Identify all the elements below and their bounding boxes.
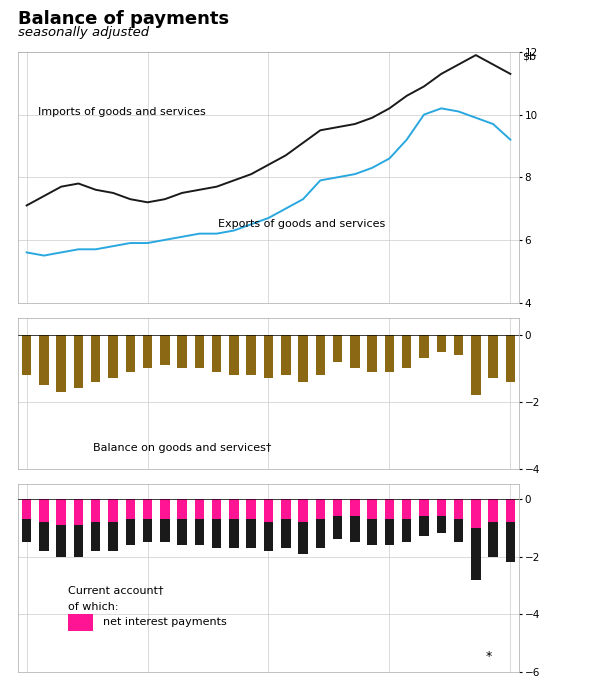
Bar — [39, 499, 49, 522]
Bar — [281, 499, 290, 519]
Bar — [385, 335, 394, 371]
Bar — [454, 335, 463, 355]
Bar — [488, 522, 498, 556]
Bar — [506, 335, 515, 382]
Bar — [471, 527, 481, 579]
Bar — [39, 522, 49, 551]
Bar — [125, 499, 135, 519]
Bar — [264, 522, 273, 551]
Bar — [91, 499, 100, 522]
Bar — [125, 519, 135, 545]
Bar — [350, 499, 359, 516]
Bar — [298, 335, 308, 382]
Bar — [178, 499, 187, 519]
Bar — [143, 499, 152, 519]
Bar — [281, 519, 290, 548]
Bar — [212, 499, 221, 519]
Bar — [471, 499, 481, 527]
Bar — [39, 335, 49, 385]
Bar — [402, 519, 412, 542]
Bar — [437, 516, 446, 534]
Bar — [91, 522, 100, 551]
Bar — [229, 499, 239, 519]
Text: *: * — [486, 650, 492, 663]
Text: Balance on goods and services†: Balance on goods and services† — [93, 443, 272, 453]
Bar — [247, 335, 256, 375]
Bar — [178, 519, 187, 545]
Text: Current account†: Current account† — [68, 586, 164, 595]
Bar — [160, 519, 170, 542]
Bar — [56, 335, 66, 392]
Bar — [437, 499, 446, 516]
Bar — [247, 499, 256, 519]
Bar — [316, 519, 325, 548]
Bar — [74, 525, 83, 556]
Bar — [22, 499, 31, 519]
Bar — [402, 335, 412, 369]
Bar — [143, 335, 152, 369]
Text: of which:: of which: — [68, 602, 119, 612]
Bar — [229, 519, 239, 548]
Bar — [160, 499, 170, 519]
Bar — [454, 499, 463, 519]
Bar — [506, 499, 515, 522]
Bar — [333, 335, 343, 362]
Bar — [125, 335, 135, 371]
Bar — [74, 499, 83, 525]
Bar — [143, 519, 152, 542]
Bar — [212, 519, 221, 548]
Bar — [333, 516, 343, 539]
Bar — [108, 522, 118, 551]
Bar — [316, 335, 325, 375]
Bar — [506, 522, 515, 562]
Bar — [298, 499, 308, 522]
Bar — [402, 499, 412, 519]
Text: seasonally adjusted: seasonally adjusted — [18, 26, 149, 40]
Bar — [419, 516, 429, 536]
Bar — [229, 335, 239, 375]
Text: Imports of goods and services: Imports of goods and services — [38, 107, 206, 116]
Bar — [385, 519, 394, 545]
Bar — [264, 335, 273, 378]
Bar — [316, 499, 325, 519]
Bar — [367, 335, 377, 371]
Bar — [419, 335, 429, 358]
Bar — [419, 499, 429, 516]
Bar — [108, 335, 118, 378]
Bar — [247, 519, 256, 548]
Bar — [160, 335, 170, 365]
Bar — [22, 519, 31, 542]
Text: $b: $b — [522, 52, 536, 62]
FancyBboxPatch shape — [68, 614, 93, 631]
Bar — [178, 335, 187, 369]
Bar — [350, 516, 359, 542]
Bar — [56, 525, 66, 556]
Bar — [22, 335, 31, 375]
Bar — [367, 499, 377, 519]
Bar — [367, 519, 377, 545]
Bar — [350, 335, 359, 369]
Bar — [74, 335, 83, 388]
Bar — [281, 335, 290, 375]
Bar — [298, 522, 308, 554]
Bar — [212, 335, 221, 371]
Bar — [385, 499, 394, 519]
Bar — [108, 499, 118, 522]
Bar — [194, 335, 204, 369]
Text: Balance of payments: Balance of payments — [18, 10, 229, 28]
Bar — [454, 519, 463, 542]
Bar — [488, 499, 498, 522]
Text: net interest payments: net interest payments — [103, 617, 227, 627]
Bar — [91, 335, 100, 382]
Bar — [333, 499, 343, 516]
Bar — [437, 335, 446, 351]
Bar — [194, 499, 204, 519]
Text: Exports of goods and services: Exports of goods and services — [218, 220, 386, 229]
Bar — [488, 335, 498, 378]
Bar — [56, 499, 66, 525]
Bar — [471, 335, 481, 395]
Bar — [194, 519, 204, 545]
Bar — [264, 499, 273, 522]
